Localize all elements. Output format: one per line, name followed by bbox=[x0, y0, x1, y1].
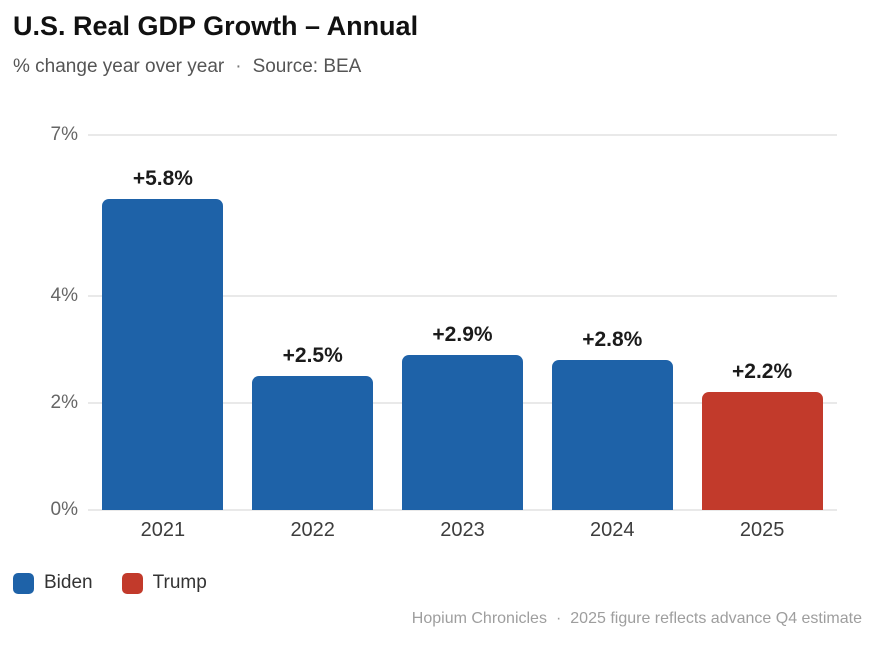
bar-value-label-2025: +2.2% bbox=[732, 360, 793, 384]
y-axis-tick-7%: 7% bbox=[50, 124, 78, 145]
x-axis-label-2025: 2025 bbox=[739, 519, 785, 541]
footer-credit-line: Hopium Chronicles · 2025 figure reflects a… bbox=[412, 610, 862, 628]
y-axis-tick-4%: 4% bbox=[50, 284, 78, 306]
bar-2024[interactable] bbox=[551, 360, 673, 510]
bar-2023[interactable] bbox=[402, 354, 523, 510]
y-axis-tick-2%: 2% bbox=[50, 391, 78, 413]
gridline-7% bbox=[88, 134, 837, 136]
gridline-0% bbox=[88, 509, 837, 511]
bar-value-label-2021: +5.8% bbox=[132, 167, 193, 191]
plot-area: +5.8% +2.5% +2.9% +2.8% +2.2% bbox=[88, 134, 837, 511]
bar-2025[interactable] bbox=[701, 392, 823, 510]
legend-label-biden: Biden bbox=[44, 572, 93, 593]
bar-value-label-2024: +2.8% bbox=[582, 328, 643, 351]
x-axis-label-2023: 2023 bbox=[440, 519, 485, 541]
bar-2022[interactable] bbox=[252, 376, 374, 510]
chart-title: U.S. Real GDP Growth – Annual bbox=[13, 11, 419, 41]
subtitle-metric: % change year over year bbox=[13, 56, 225, 77]
biden-color-swatch bbox=[13, 572, 34, 594]
subtitle-separator: · bbox=[235, 56, 242, 77]
bar-2021[interactable] bbox=[102, 199, 224, 510]
x-axis-label-2022: 2022 bbox=[290, 519, 335, 541]
legend-item-biden[interactable]: Biden bbox=[13, 572, 93, 594]
footer-credit: Hopium Chronicles bbox=[411, 610, 547, 627]
legend-item-trump[interactable]: Trump bbox=[121, 572, 207, 594]
bar-value-label-2022: +2.5% bbox=[282, 344, 343, 368]
trump-color-swatch bbox=[121, 572, 143, 594]
chart-subtitle: % change year over year · Source: BEA bbox=[13, 56, 361, 78]
bar-value-label-2023: +2.9% bbox=[432, 322, 493, 346]
legend-label-trump: Trump bbox=[152, 572, 207, 593]
footer-separator: · bbox=[555, 610, 562, 627]
gridline-4% bbox=[88, 294, 837, 297]
legend: Biden Trump bbox=[13, 572, 207, 594]
footer-note: 2025 figure reflects advance Q4 estimate bbox=[570, 610, 862, 627]
x-axis-label-2021: 2021 bbox=[140, 519, 186, 541]
y-axis-tick-0%: 0% bbox=[50, 499, 78, 520]
subtitle-source: Source: BEA bbox=[252, 56, 362, 77]
x-axis-label-2024: 2024 bbox=[590, 519, 635, 541]
